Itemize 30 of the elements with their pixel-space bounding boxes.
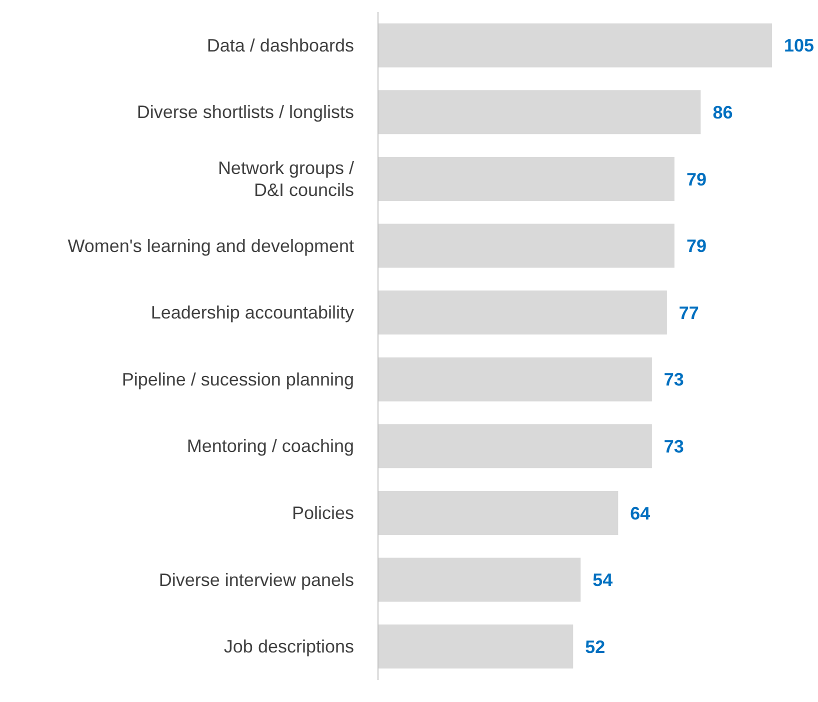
bar bbox=[378, 558, 581, 602]
bar bbox=[378, 224, 674, 268]
data-label: 105 bbox=[784, 36, 814, 56]
bar bbox=[378, 156, 674, 201]
y-tick-label: Job descriptions bbox=[224, 636, 354, 657]
y-tick-label: Diverse shortlists / longlists bbox=[136, 102, 354, 122]
bar bbox=[378, 290, 667, 335]
y-tick-label: Women's learning and development bbox=[68, 236, 354, 256]
data-label: 64 bbox=[630, 503, 650, 524]
data-label: 73 bbox=[664, 370, 684, 390]
y-tick-label: Leadership accountability bbox=[150, 302, 354, 323]
data-label: 52 bbox=[585, 636, 606, 657]
y-tick-label: Pipeline / sucession planning bbox=[122, 369, 354, 390]
data-label: 79 bbox=[686, 236, 706, 256]
data-label: 73 bbox=[664, 436, 684, 457]
bar bbox=[378, 90, 701, 134]
y-tick-label: Mentoring / coaching bbox=[186, 436, 354, 456]
bar bbox=[378, 357, 652, 402]
y-tick-label: Policies bbox=[292, 503, 354, 523]
bar bbox=[378, 490, 618, 535]
y-tick-label: Network groups / D&I councils bbox=[218, 158, 354, 200]
data-label: 79 bbox=[686, 169, 706, 190]
bar bbox=[378, 424, 652, 468]
data-label: 86 bbox=[712, 102, 733, 123]
data-label: 77 bbox=[678, 302, 699, 323]
bar bbox=[378, 624, 574, 669]
y-tick-label: Data / dashboards bbox=[206, 35, 354, 56]
y-tick-label: Diverse interview panels bbox=[158, 570, 354, 590]
data-label: 54 bbox=[592, 570, 613, 590]
bar bbox=[378, 23, 772, 68]
